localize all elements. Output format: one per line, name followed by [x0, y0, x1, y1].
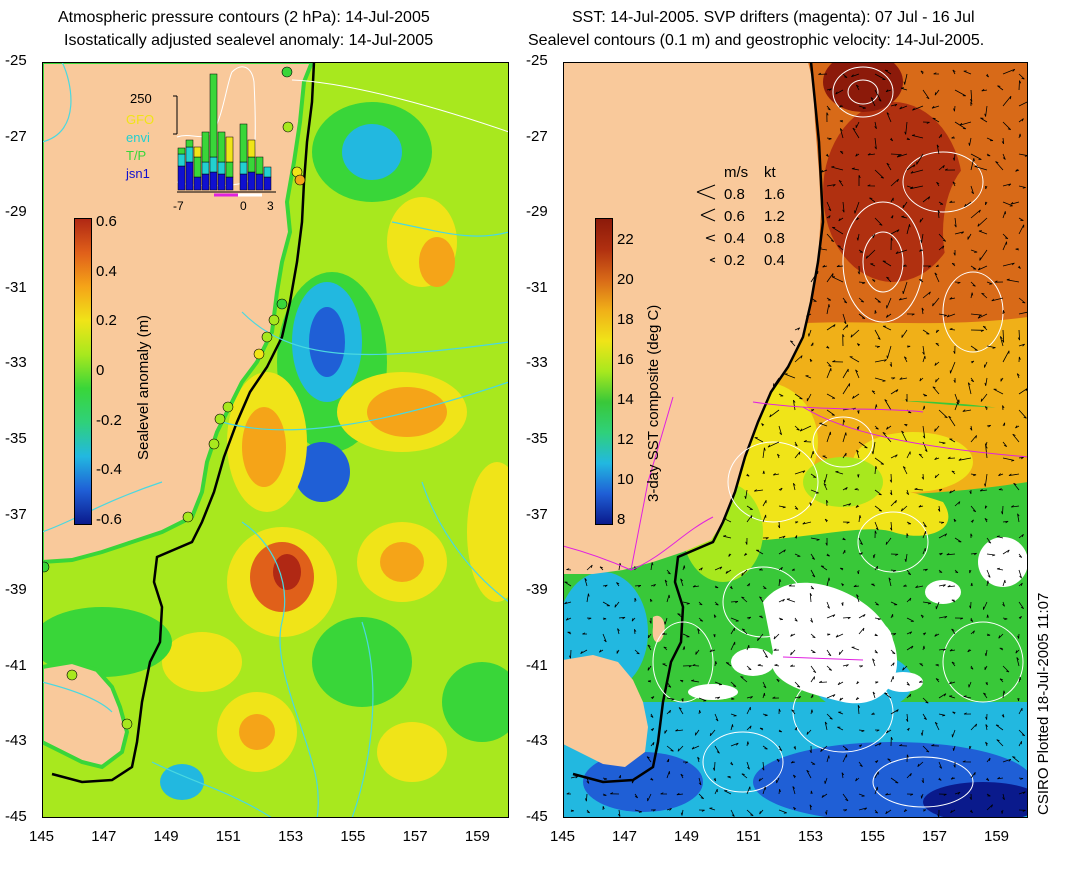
lat-tick: -41	[526, 656, 548, 674]
velocity-legend-ms-3: 0.2	[724, 252, 745, 269]
velocity-legend-kt-0: 1.6	[764, 186, 785, 203]
altimeter-inset	[173, 66, 276, 197]
lon-tick: 147	[612, 828, 638, 845]
inset-legend-tp: T/P	[126, 148, 147, 163]
lat-tick: -31	[526, 278, 548, 296]
velocity-legend-kt-3: 0.4	[764, 252, 785, 269]
sealevel-contours	[652, 66, 1024, 808]
inset-xtick-1: 0	[240, 199, 247, 213]
velocity-legend-header-kt: kt	[764, 164, 776, 181]
lat-tick: -37	[526, 505, 548, 523]
lat-tick: -37	[5, 505, 27, 523]
lon-tick: 157	[922, 828, 948, 845]
tide-gauges	[42, 66, 306, 730]
velocity-legend-ms-1: 0.6	[724, 208, 745, 225]
colorbar-tick: 22	[617, 231, 634, 248]
colorbar-tick: 18	[617, 311, 634, 328]
lon-tick: 149	[153, 828, 179, 845]
velocity-legend-ms-0: 0.8	[724, 186, 745, 203]
colorbar-tick: 8	[617, 511, 626, 528]
inset-legend-envi: envi	[126, 130, 150, 145]
inset-legend-gfo: GFO	[126, 112, 155, 127]
colorbar-tick: -0.2	[96, 411, 122, 429]
inset-ymax: 250	[130, 91, 152, 106]
lon-tick: 159	[984, 828, 1010, 845]
left-title-line1: Atmospheric pressure contours (2 hPa): 1…	[58, 9, 430, 26]
velocity-legend-kt-2: 0.8	[764, 230, 785, 247]
lat-tick: -25	[5, 52, 27, 69]
lat-tick: -33	[526, 354, 548, 372]
lat-tick: -31	[5, 278, 27, 296]
velocity-legend-ms-2: 0.4	[724, 230, 745, 247]
sst-map	[563, 62, 1028, 818]
lat-tick: -35	[526, 430, 548, 447]
lon-tick: 157	[402, 828, 428, 845]
lat-tick: -33	[5, 354, 27, 372]
inset-legend-jsn1: jsn1	[126, 166, 150, 181]
left-title-line2: Isostatically adjusted sealevel anomaly:…	[64, 32, 434, 49]
lon-tick: 145	[29, 828, 55, 845]
lat-tick: -43	[5, 732, 27, 750]
pressure-contours	[42, 62, 509, 818]
colorbar-tick: 0	[96, 362, 105, 379]
colorbar-tick: 20	[617, 271, 634, 288]
colorbar-tick: 0.6	[96, 213, 117, 230]
velocity-legend-kt-1: 1.2	[764, 208, 785, 225]
sealevel-colorbar-label: Sealevel anomaly (m)	[135, 314, 152, 460]
colorbar-tick: 14	[617, 391, 634, 408]
lat-tick: -43	[526, 732, 548, 750]
geostrophic-velocity-arrows	[564, 68, 1028, 818]
colorbar-tick: 12	[617, 431, 634, 448]
lon-tick: 145	[550, 828, 576, 845]
sealevel-colorbar	[74, 218, 92, 525]
lat-tick: -29	[526, 203, 548, 221]
cloud-mask	[688, 537, 1028, 704]
lon-tick: 155	[860, 828, 886, 845]
colorbar-tick: -0.4	[96, 461, 122, 479]
velocity-legend-header-ms: m/s	[724, 164, 749, 181]
lat-tick: -29	[5, 203, 27, 221]
lon-tick: 149	[674, 828, 700, 845]
inset-xtick-2: 3	[267, 199, 274, 213]
lat-tick: -27	[5, 127, 27, 145]
lat-tick: -41	[5, 656, 27, 674]
sst-colorbar-label: 3-day SST composite (deg C)	[645, 304, 662, 502]
sst-colorbar	[595, 218, 613, 525]
lat-tick: -27	[526, 127, 548, 145]
inset-xtick-0: -7	[173, 199, 184, 213]
sealevel-anomaly-field	[42, 102, 509, 800]
lon-tick: 147	[91, 828, 117, 845]
colorbar-tick: 10	[617, 471, 634, 488]
lon-tick: 155	[340, 828, 366, 845]
colorbar-tick: -0.6	[96, 511, 122, 528]
plot-stamp: CSIRO Plotted 18-Jul-2005 11:07	[1035, 592, 1052, 815]
lat-tick: -25	[526, 52, 548, 69]
lat-tick: -39	[5, 581, 27, 599]
lat-tick: -35	[5, 430, 27, 447]
lon-tick: 151	[736, 828, 762, 845]
lon-tick: 159	[464, 828, 490, 845]
lat-tick: -45	[5, 808, 27, 825]
right-title-line2: Sealevel contours (0.1 m) and geostrophi…	[528, 32, 985, 49]
lon-tick: 153	[798, 828, 824, 845]
svp-drifter-tracks	[563, 396, 1028, 661]
velocity-legend	[696, 184, 716, 263]
lon-tick: 151	[215, 828, 241, 845]
lat-tick: -39	[526, 581, 548, 599]
lat-tick: -45	[526, 808, 548, 825]
sealevel-anomaly-map	[42, 62, 509, 818]
colorbar-tick: 0.2	[96, 312, 117, 330]
colorbar-tick: 0.4	[96, 262, 117, 280]
right-title-line1: SST: 14-Jul-2005. SVP drifters (magenta)…	[572, 9, 975, 26]
colorbar-tick: 16	[617, 351, 634, 368]
lon-tick: 153	[278, 828, 304, 845]
